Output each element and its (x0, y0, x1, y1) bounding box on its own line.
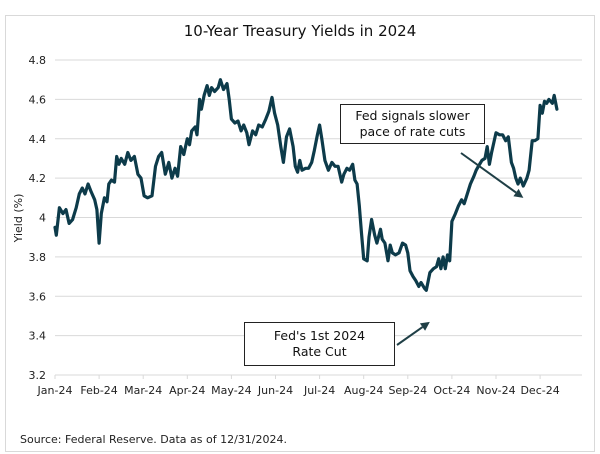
x-tick-label: Nov-24 (476, 384, 515, 397)
annotation-line-1: Fed's 1st 2024 (273, 328, 366, 343)
x-tick-label: Aug-24 (344, 384, 383, 397)
x-tick-label: Sep-24 (388, 384, 427, 397)
annotation-arrow-slower-cuts (460, 152, 517, 194)
chart-title: 10-Year Treasury Yields in 2024 (183, 22, 417, 40)
annotation-line-2: Rate Cut (292, 344, 347, 359)
chart-frame (5, 15, 595, 452)
x-tick-label: Apr-24 (169, 384, 205, 397)
y-tick-label: 3.4 (29, 330, 47, 343)
y-tick-label: 3.8 (29, 251, 47, 264)
arrowhead-icon (513, 188, 524, 198)
x-tick-label: Oct-24 (433, 384, 470, 397)
x-tick-label: May-24 (211, 384, 252, 397)
x-tick-label: Jul-24 (303, 384, 335, 397)
x-tick-label: Feb-24 (80, 384, 117, 397)
annotation-first-rate-cut: Fed's 1st 2024 Rate Cut (244, 322, 395, 366)
y-tick-label: 4.4 (29, 133, 47, 146)
x-tick-label: Jun-24 (257, 384, 293, 397)
x-tick-labels: Jan-24 Feb-24 Mar-24 Apr-24 May-24 Jun-24 Jul-… (37, 375, 560, 397)
annotation-line-2: pace of rate cuts (359, 124, 466, 139)
y-tick-label: 4.6 (29, 93, 47, 106)
annotation-fed-signals-slower: Fed signals slower pace of rate cuts (340, 104, 485, 144)
y-tick-label: 4.8 (29, 54, 47, 67)
y-tick-label: 3.2 (29, 369, 47, 382)
annotation-line-1: Fed signals slower (355, 108, 470, 123)
x-tick-label: Mar-24 (124, 384, 162, 397)
y-tick-label: 4.2 (29, 172, 47, 185)
y-tick-labels: 4.8 4.6 4.4 4.2 4 3.8 3.6 3.4 3.2 (29, 54, 47, 382)
annotation-arrow-first-cut (396, 326, 424, 346)
y-axis-label: Yield (%) (12, 194, 25, 244)
arrowhead-icon (419, 321, 430, 331)
y-tick-label: 4 (39, 212, 46, 225)
y-tick-label: 3.6 (29, 290, 47, 303)
source-note: Source: Federal Reserve. Data as of 12/3… (20, 433, 287, 446)
x-tick-label: Dec-24 (520, 384, 559, 397)
x-tick-label: Jan-24 (37, 384, 73, 397)
